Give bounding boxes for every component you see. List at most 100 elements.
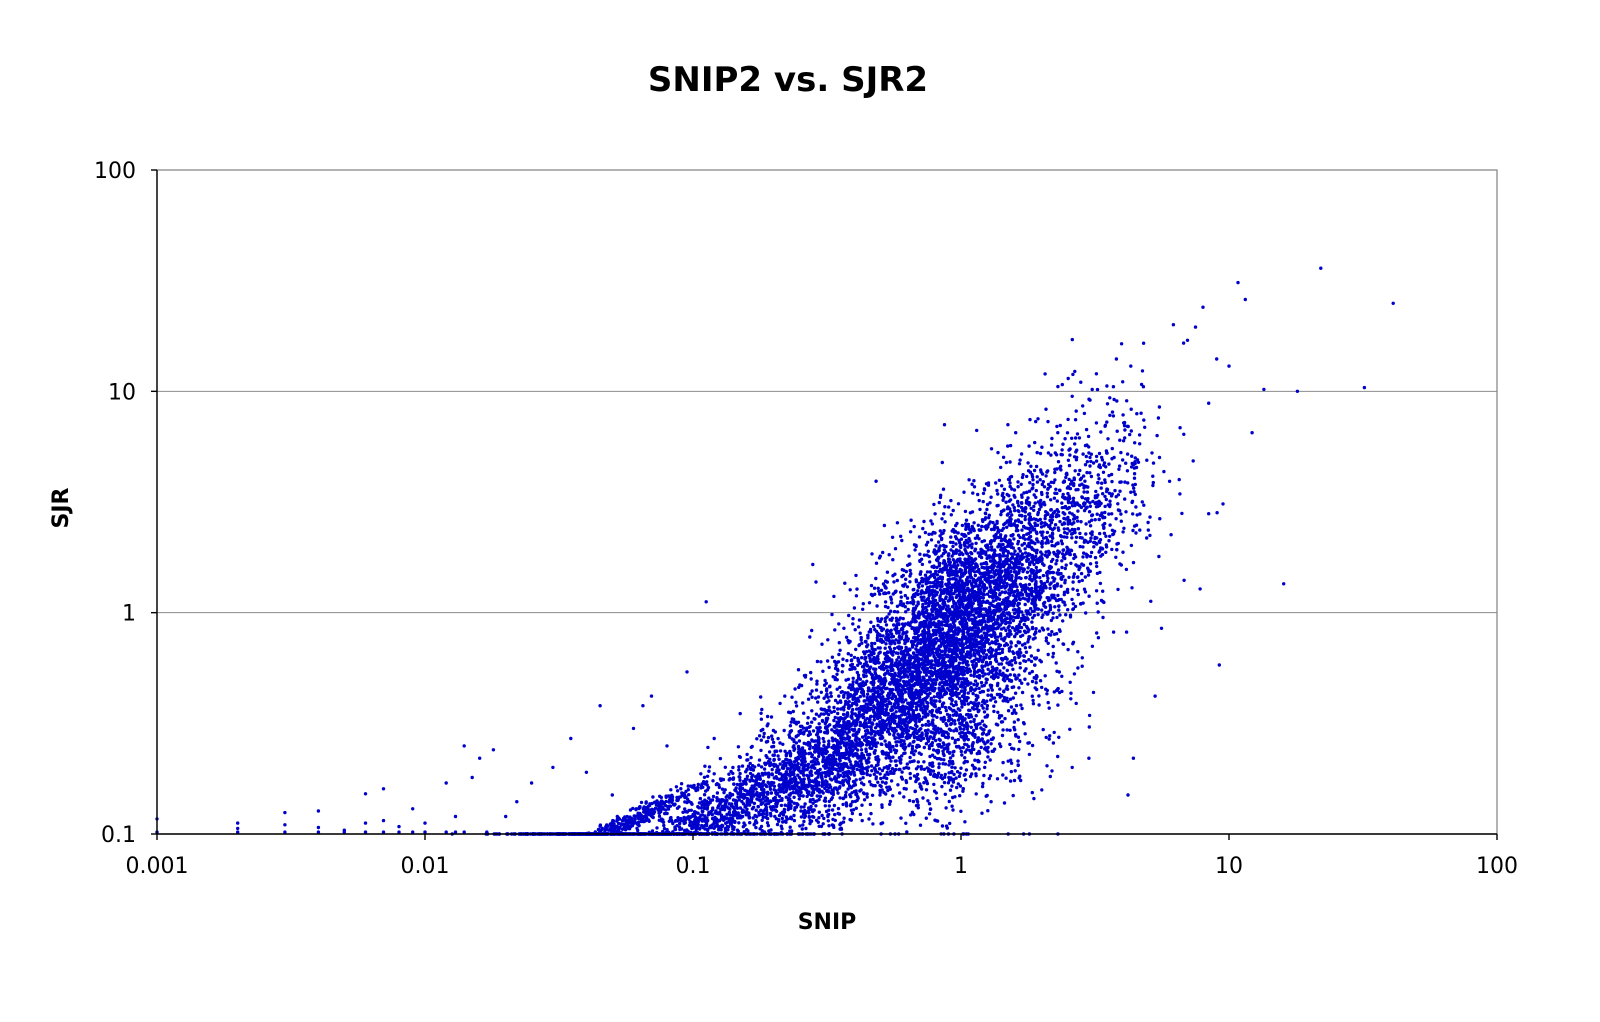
data-point: [822, 683, 827, 687]
data-point: [859, 690, 864, 694]
data-point: [940, 517, 944, 521]
data-point: [920, 698, 924, 702]
data-point: [912, 684, 916, 688]
data-point: [863, 699, 867, 703]
data-point: [872, 718, 876, 722]
data-point: [858, 631, 862, 635]
data-point: [902, 727, 906, 732]
data-point: [827, 705, 831, 709]
data-point: [921, 605, 925, 609]
data-point: [980, 637, 985, 642]
data-point: [898, 759, 902, 763]
data-point: [869, 811, 873, 816]
data-point: [921, 609, 925, 614]
data-point: [967, 715, 971, 719]
data-point: [993, 635, 998, 640]
data-point: [887, 612, 891, 616]
data-point: [820, 642, 824, 646]
data-point: [886, 605, 890, 610]
data-point: [908, 742, 912, 746]
data-point: [1016, 480, 1020, 484]
data-point: [932, 782, 936, 787]
data-point: [919, 579, 924, 584]
data-point: [946, 573, 950, 577]
data-point: [1060, 542, 1065, 546]
data-point: [1034, 565, 1039, 570]
data-point: [852, 666, 857, 670]
data-point: [943, 648, 948, 653]
data-point: [906, 639, 910, 643]
data-point: [983, 607, 988, 611]
data-point: [879, 776, 883, 781]
data-points: [155, 266, 1395, 836]
data-point: [975, 536, 979, 540]
data-point: [913, 657, 918, 661]
data-point: [870, 673, 875, 678]
data-point: [855, 587, 859, 591]
data-point: [859, 705, 863, 709]
data-point: [965, 653, 969, 658]
data-point: [911, 732, 915, 736]
data-point: [887, 785, 891, 789]
data-point: [887, 756, 892, 760]
data-point: [903, 622, 908, 626]
data-point: [880, 706, 884, 711]
data-point: [944, 544, 948, 549]
data-point: [887, 665, 891, 669]
data-point: [943, 550, 948, 554]
data-point: [910, 687, 914, 691]
data-point: [801, 794, 805, 798]
data-point: [908, 654, 913, 659]
data-point: [948, 665, 952, 669]
data-point: [1017, 546, 1021, 551]
data-point: [1017, 623, 1021, 627]
data-point: [892, 623, 896, 627]
data-point: [923, 599, 927, 603]
data-point: [991, 599, 995, 603]
data-point: [749, 755, 753, 760]
data-point: [946, 614, 951, 618]
data-point: [916, 627, 920, 631]
data-point: [900, 635, 904, 639]
data-point: [808, 747, 812, 751]
data-point: [1002, 666, 1006, 670]
data-point: [916, 649, 921, 654]
data-point: [972, 638, 976, 642]
data-point: [817, 797, 821, 802]
data-point: [853, 628, 857, 632]
data-point: [876, 780, 880, 784]
data-point: [902, 638, 907, 642]
data-point: [916, 589, 920, 593]
data-point: [1041, 536, 1046, 540]
data-point: [841, 783, 845, 787]
data-point: [895, 610, 900, 614]
data-point: [934, 615, 939, 620]
data-point: [848, 588, 852, 592]
data-point: [966, 545, 970, 549]
data-point: [891, 650, 896, 654]
data-point: [899, 600, 903, 604]
data-point: [907, 554, 911, 558]
data-point: [983, 672, 987, 676]
data-point: [937, 622, 941, 626]
data-point: [1001, 498, 1005, 502]
data-point: [877, 589, 881, 593]
data-point: [857, 660, 861, 664]
data-point: [972, 648, 976, 652]
data-point: [985, 704, 990, 708]
data-point: [977, 674, 982, 678]
data-point: [915, 636, 919, 641]
data-point: [816, 695, 821, 699]
data-point: [912, 600, 916, 604]
data-point: [917, 695, 922, 700]
data-point: [883, 579, 888, 583]
data-point: [894, 651, 898, 655]
data-point: [933, 531, 937, 535]
data-point: [832, 709, 836, 714]
data-point: [940, 627, 945, 631]
data-point: [1027, 658, 1031, 662]
data-point: [766, 735, 771, 740]
data-point: [759, 695, 763, 699]
data-point: [1044, 550, 1048, 554]
